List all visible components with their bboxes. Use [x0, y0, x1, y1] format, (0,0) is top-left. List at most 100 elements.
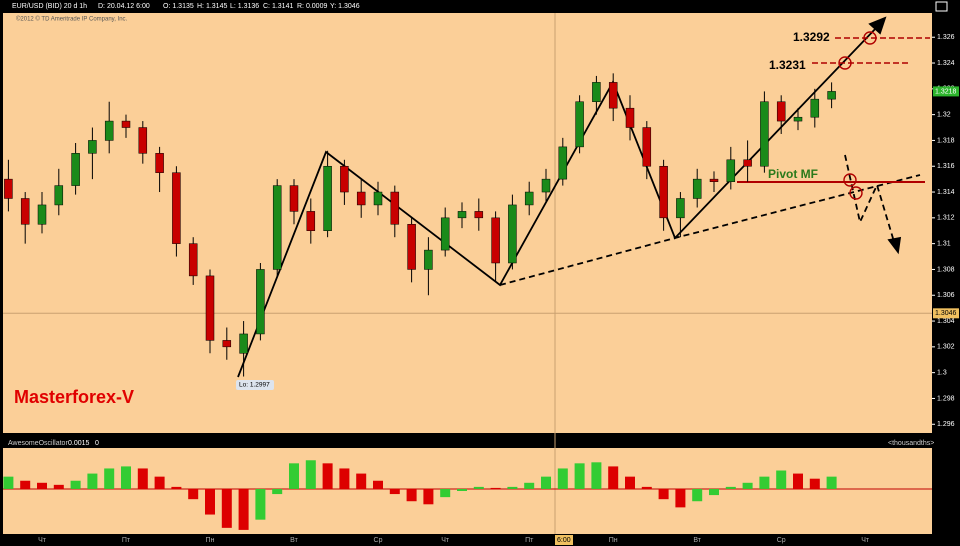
- candle-body: [373, 191, 383, 206]
- y-tick-label: 1.324: [937, 60, 955, 67]
- ao-bar: [255, 488, 266, 520]
- candle-body: [726, 159, 736, 182]
- y-tick-label: 1.302: [937, 344, 955, 351]
- candle-body: [709, 178, 719, 182]
- candle-body: [306, 211, 316, 231]
- candle-body: [37, 204, 47, 225]
- candle-body: [457, 211, 467, 219]
- candle-body: [692, 178, 702, 199]
- ao-bar: [524, 482, 535, 489]
- ao-bar: [221, 488, 232, 528]
- y-tick-label: 1.32: [937, 111, 951, 118]
- ao-bar: [541, 476, 551, 489]
- maximize-button[interactable]: [935, 1, 948, 12]
- candle-body: [323, 165, 332, 231]
- candle-body: [793, 116, 803, 122]
- candle-body: [54, 185, 64, 206]
- candle-body: [508, 204, 517, 264]
- ao-bar: [356, 473, 367, 489]
- candle-body: [20, 198, 30, 225]
- ao-bar: [104, 468, 115, 489]
- ao-bar: [641, 486, 652, 489]
- ao-bar: [289, 463, 299, 489]
- price-panel: [3, 13, 932, 433]
- ao-bar: [608, 466, 619, 489]
- candle-body: [71, 153, 80, 186]
- x-tick-label: Чт: [861, 537, 870, 544]
- ao-bar: [809, 478, 820, 489]
- candle-body: [642, 127, 652, 167]
- ao-bar: [272, 488, 283, 495]
- y-tick-label: 1.314: [937, 189, 955, 196]
- candle-body: [760, 101, 769, 167]
- candle-body: [172, 172, 181, 244]
- header-close: C: 1.3141: [263, 3, 293, 10]
- header-high: H: 1.3145: [197, 3, 227, 10]
- ao-bar: [574, 463, 585, 489]
- low-box: [236, 380, 274, 390]
- ao-bar: [776, 470, 787, 489]
- ao-bar: [322, 463, 333, 489]
- target-label: 1.3292: [793, 30, 830, 44]
- ao-bar: [423, 488, 434, 505]
- candle-body: [121, 120, 131, 128]
- ao-bar: [826, 476, 837, 489]
- ao-bar: [238, 488, 249, 530]
- ao-bar: [457, 488, 467, 491]
- copyright: ©2012 © TD Ameritrade IP Company, Inc.: [16, 16, 128, 23]
- ao-bar: [3, 476, 14, 489]
- brand: Masterforex-V: [14, 387, 134, 407]
- candle-body: [4, 178, 13, 199]
- ao-bar: [406, 488, 417, 502]
- candle-body: [155, 153, 164, 173]
- candle-body: [575, 101, 584, 148]
- candle-body: [390, 191, 400, 225]
- ao-bar: [37, 482, 47, 489]
- y-tick-label: 1.316: [937, 163, 955, 170]
- candle-body: [222, 340, 232, 348]
- candle-body: [188, 243, 198, 277]
- x-tick-label: Пн: [206, 537, 215, 544]
- candle-body: [743, 159, 752, 167]
- target-label: 1.3231: [769, 58, 806, 72]
- candle-body: [138, 127, 148, 154]
- header-open: O: 1.3135: [163, 3, 194, 10]
- ao-bar: [188, 488, 199, 500]
- candle-body: [827, 91, 836, 100]
- y-tick-label: 1.296: [937, 421, 955, 428]
- y-tick-label: 1.312: [937, 215, 955, 222]
- candle-body: [272, 185, 282, 270]
- ao-bar: [507, 486, 518, 489]
- header-range: R: 0.0009: [297, 3, 327, 10]
- ao-unit: <thousandths>: [888, 440, 934, 447]
- y-tick-label: 1.326: [937, 34, 955, 41]
- candle-body: [424, 249, 433, 270]
- candle-body: [205, 275, 215, 341]
- x-tick-label: Ср: [374, 537, 383, 544]
- ao-bar: [759, 476, 770, 489]
- last-price-box: [933, 86, 959, 97]
- y-tick-label: 1.308: [937, 266, 955, 273]
- candle-body: [256, 269, 265, 335]
- candle-body: [608, 82, 618, 109]
- candle-body: [356, 191, 366, 206]
- x-tick-label: Чт: [38, 537, 47, 544]
- candle-body: [474, 211, 484, 219]
- candle-body: [810, 98, 820, 118]
- ao-bar: [121, 466, 131, 489]
- last-price-label: 1.3218: [935, 88, 957, 95]
- ao-bar: [137, 468, 148, 489]
- x-tick-label: Пн: [609, 537, 618, 544]
- ao-bar: [725, 486, 736, 489]
- ao-bar: [20, 480, 31, 489]
- header-low: L: 1.3136: [230, 3, 259, 10]
- ao-bar: [658, 488, 669, 500]
- x-tick-label: Пт: [525, 537, 534, 544]
- crosshair-y-label: 1.3046: [935, 310, 957, 317]
- candle-body: [340, 165, 349, 193]
- ao-bar: [339, 468, 350, 489]
- x-tick-label: Вт: [290, 537, 298, 544]
- candle-body: [104, 120, 114, 141]
- candle-body: [524, 191, 534, 206]
- candle-body: [541, 178, 551, 193]
